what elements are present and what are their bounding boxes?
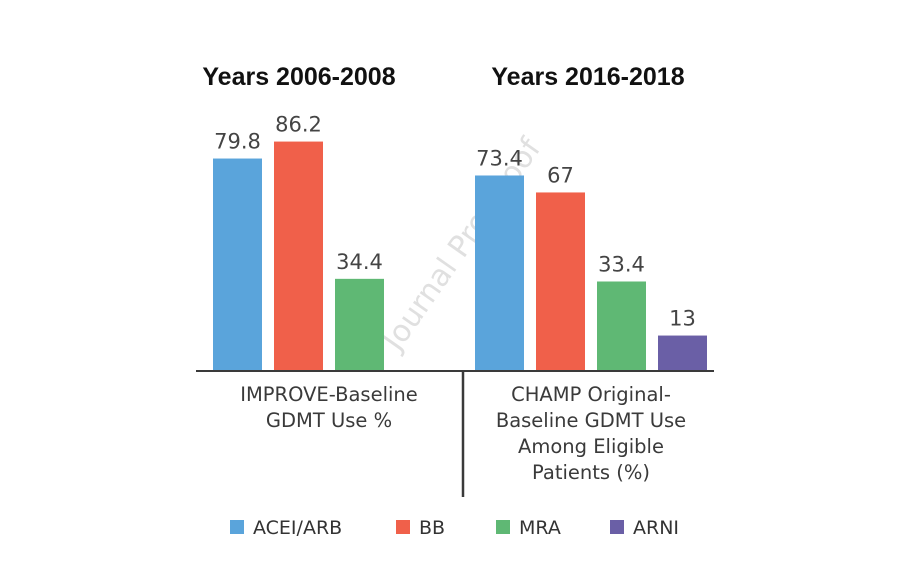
bar-g2-acei-arb — [475, 175, 524, 370]
legend-label-acei-arb: ACEI/ARB — [253, 517, 342, 539]
legend-swatch-acei-arb — [230, 520, 244, 534]
bar-g1-bb — [274, 141, 323, 370]
legend-swatch-bb — [396, 520, 410, 534]
value-label-g1-bb: 86.2 — [275, 113, 322, 137]
bar-g2-arni — [658, 335, 707, 370]
group-2-label-line-3: Among Eligible — [518, 435, 664, 458]
value-label-g2-acei-arb: 73.4 — [476, 146, 523, 170]
group-1-label-line-1: IMPROVE-Baseline — [240, 383, 418, 406]
group-2-label-line-1: CHAMP Original- — [511, 383, 671, 406]
group-2-title: Years 2016-2018 — [491, 63, 684, 91]
legend-label-bb: BB — [419, 517, 445, 539]
value-label-g2-arni: 13 — [669, 307, 696, 331]
legend-swatch-arni — [610, 520, 624, 534]
legend-label-mra: MRA — [519, 517, 561, 539]
value-label-g2-mra: 33.4 — [598, 252, 645, 276]
group-2-label-line-4: Patients (%) — [532, 461, 650, 484]
legend-swatch-mra — [496, 520, 510, 534]
bars-layer: 79.8 86.2 34.4 73.4 67 33.4 13 — [213, 113, 707, 370]
group-1-label-line-2: GDMT Use % — [266, 409, 392, 432]
group-2-label-line-2: Baseline GDMT Use — [496, 409, 686, 432]
value-label-g2-bb: 67 — [547, 163, 574, 187]
group-1-title: Years 2006-2008 — [202, 63, 395, 91]
legend-label-arni: ARNI — [633, 517, 679, 539]
value-label-g1-mra: 34.4 — [336, 250, 383, 274]
bar-g1-acei-arb — [213, 158, 262, 370]
bar-g2-mra — [597, 281, 646, 370]
bar-g2-bb — [536, 192, 585, 370]
bar-g1-mra — [335, 278, 384, 370]
value-label-g1-acei-arb: 79.8 — [214, 130, 261, 154]
legend: ACEI/ARB BB MRA ARNI — [230, 517, 679, 539]
